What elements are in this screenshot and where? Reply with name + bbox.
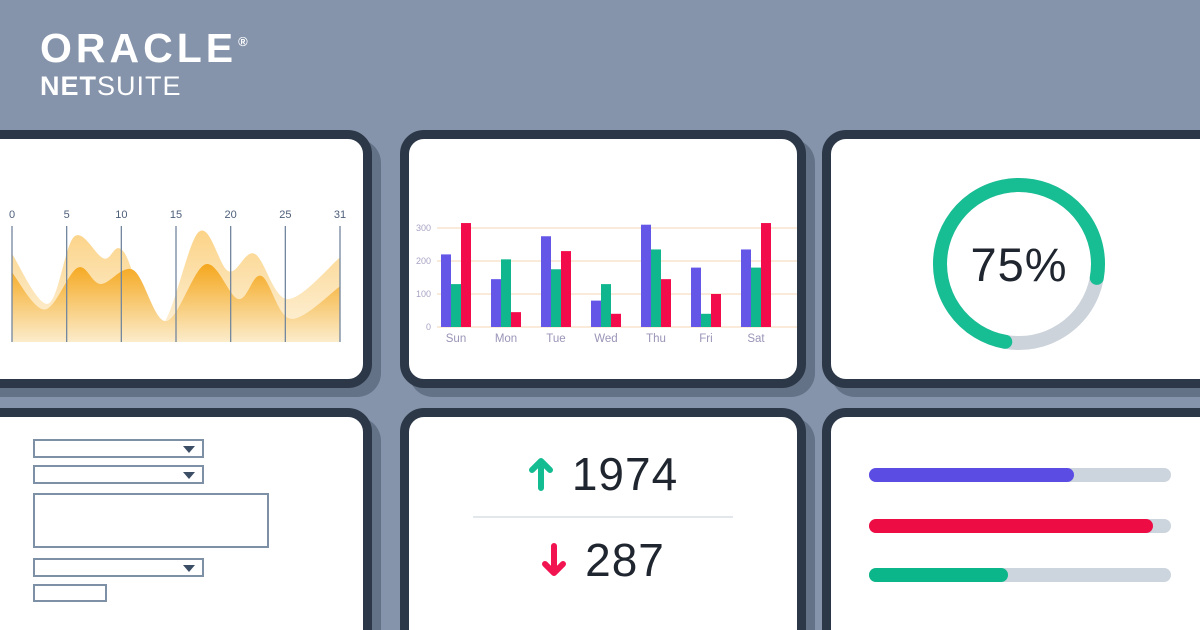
y-axis-tick-label: 100: [416, 289, 431, 299]
area-chart: 0 5 10 15 20 25 31: [9, 209, 346, 342]
x-axis-tick-label: 5: [64, 209, 70, 221]
kpi-down-row: 287: [541, 527, 665, 593]
series-green-bar: [451, 284, 461, 327]
series-purple-bar: [441, 254, 451, 327]
series-red-bar: [561, 251, 571, 327]
series-purple-bar: [691, 267, 701, 327]
kpi-card: 1974 287: [400, 408, 806, 630]
y-axis-tick-label: 200: [416, 256, 431, 266]
y-axis-tick-label: 300: [416, 223, 431, 233]
progress-card: [822, 408, 1200, 630]
progress-track-3: [869, 568, 1171, 582]
series-green-bar: [651, 249, 661, 327]
progress-fill-green: [869, 568, 1008, 582]
x-axis-tick-label: 15: [170, 209, 182, 221]
category-label: Sun: [446, 333, 466, 345]
dropdown-select-2[interactable]: [33, 465, 204, 484]
series-purple-bar: [641, 224, 651, 327]
series-red-bar: [711, 294, 721, 327]
kpi-up-row: 1974: [528, 441, 678, 507]
dropdown-select-3[interactable]: [33, 558, 204, 577]
netsuite-wordmark: NETSUITE: [40, 73, 248, 100]
donut-chart-card-body: 75%: [831, 139, 1200, 379]
text-input-field[interactable]: [33, 584, 107, 602]
progress-fill-purple: [869, 468, 1075, 482]
registered-trademark-icon: ®: [238, 34, 248, 49]
area-chart-card: 0 5 10 15 20 25 31: [0, 130, 372, 388]
donut-chart-card: 75%: [822, 130, 1200, 388]
progress-card-body: [831, 417, 1200, 630]
series-purple-bar: [591, 300, 601, 327]
donut-percentage-label: 75%: [970, 237, 1068, 291]
series-green-bar: [601, 284, 611, 327]
category-label: Mon: [495, 333, 517, 345]
suite-text: SUITE: [97, 71, 182, 101]
x-axis-tick-label: 10: [115, 209, 127, 221]
area-chart-card-body: 0 5 10 15 20 25 31: [0, 139, 363, 379]
donut-chart: [933, 178, 1105, 350]
series-green-bar: [751, 267, 761, 327]
x-axis-tick-label: 0: [9, 209, 15, 221]
arrow-down-icon: [542, 543, 567, 576]
category-label: Tue: [546, 333, 565, 345]
chevron-down-icon: [183, 471, 195, 479]
kpi-divider: [473, 516, 733, 518]
category-label: Sat: [747, 333, 765, 345]
kpi-down-value: 287: [585, 534, 665, 586]
dropdown-select-1[interactable]: [33, 439, 204, 458]
chevron-down-icon: [183, 445, 195, 453]
series-purple-bar: [541, 236, 551, 327]
category-label: Fri: [699, 333, 712, 345]
series-purple-bar: [491, 279, 501, 327]
netsuite-logo: ORACLE® NETSUITE: [40, 28, 248, 100]
series-green-bar: [701, 313, 711, 327]
oracle-wordmark: ORACLE®: [40, 28, 248, 69]
bar-chart-card: 0 100 200 300 Sun Mon Tue Wed Thu Fri Sat: [400, 130, 806, 388]
form-card-body: [0, 417, 363, 630]
foreground-wave-area: [12, 264, 340, 342]
chevron-down-icon: [183, 564, 195, 572]
series-red-bar: [661, 279, 671, 327]
progress-track-2: [869, 519, 1171, 533]
kpi-card-body: 1974 287: [409, 417, 797, 630]
x-axis-tick-label: 20: [225, 209, 237, 221]
oracle-text: ORACLE: [40, 25, 238, 71]
donut-value-arc: [933, 178, 1105, 350]
progress-fill-red: [869, 519, 1153, 533]
category-label: Wed: [594, 333, 617, 345]
series-red-bar: [611, 313, 621, 327]
kpi-stack: 1974 287: [409, 417, 797, 593]
kpi-up-value: 1974: [571, 448, 679, 500]
x-axis-tick-label: 31: [334, 209, 346, 221]
series-green-bar: [501, 259, 511, 327]
series-red-bar: [761, 223, 771, 327]
progress-track-1: [869, 468, 1171, 482]
x-axis-tick-label: 25: [279, 209, 291, 221]
category-label: Thu: [646, 333, 666, 345]
series-purple-bar: [741, 249, 751, 327]
form-card: [0, 408, 372, 630]
textarea-field[interactable]: [33, 493, 269, 548]
bar-chart-card-body: 0 100 200 300 Sun Mon Tue Wed Thu Fri Sat: [409, 139, 797, 379]
grouped-bar-chart: 0 100 200 300 Sun Mon Tue Wed Thu Fri Sat: [416, 223, 797, 345]
arrow-up-icon: [528, 458, 553, 491]
series-red-bar: [511, 312, 521, 327]
series-red-bar: [461, 223, 471, 327]
net-text: NET: [40, 71, 97, 101]
series-green-bar: [551, 269, 561, 327]
y-axis-tick-label: 0: [426, 322, 431, 332]
